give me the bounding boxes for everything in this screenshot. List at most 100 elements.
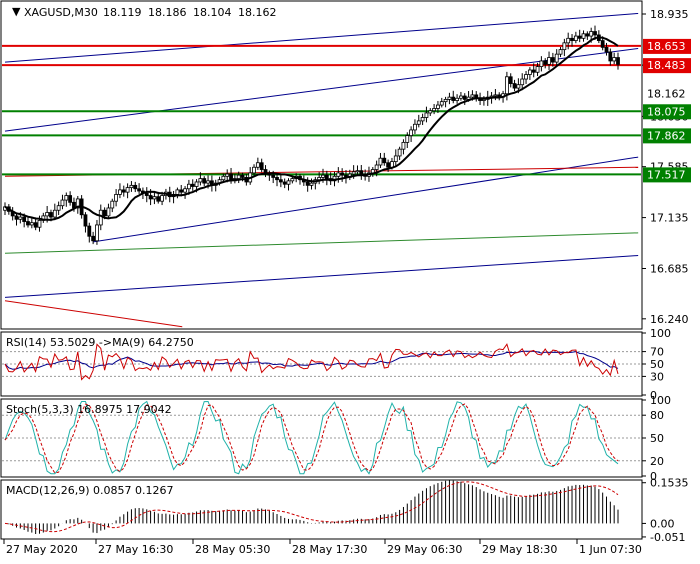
rsi-layer: [2, 343, 641, 381]
candle-body-4: [18, 216, 23, 220]
level-label-0: 18.653: [647, 40, 686, 53]
candle-body-154: [593, 31, 597, 36]
candle-body-138: [531, 69, 536, 73]
rsi-tick-label-0: 100: [650, 327, 671, 340]
level-label-2: 18.075: [647, 105, 686, 118]
price-layer: [2, 12, 641, 328]
candle-body-148: [570, 37, 574, 41]
candle-body-119: [459, 95, 463, 99]
candle-body-40: [156, 196, 161, 202]
price-pane[interactable]: [0, 0, 643, 330]
candle-body-27: [106, 207, 111, 217]
candle-body-144: [554, 53, 559, 63]
time-tick-label-2: 28 May 05:30: [195, 543, 270, 556]
candle-body-91: [351, 171, 356, 175]
level-label-3: 17.862: [647, 129, 686, 142]
macd-tick-label-0: 0.1535: [650, 477, 689, 490]
candle-body-29: [114, 194, 119, 202]
candle-body-75: [290, 178, 295, 182]
candle-body-13: [52, 209, 57, 218]
stoch-tick-label-1: 80: [650, 409, 664, 422]
candle-body-139: [535, 66, 540, 73]
candle-body-110: [424, 112, 429, 118]
macd-signal-line: [4, 481, 619, 533]
trendline-4: [4, 232, 639, 254]
symbol-title: XAGUSD,M30: [24, 6, 98, 19]
level-label-bg-3: [643, 128, 691, 144]
candle-body-15: [60, 199, 65, 207]
stoch-signal-line: [4, 403, 619, 474]
candle-body-143: [550, 57, 555, 63]
candle-body-62: [240, 174, 245, 178]
candle-body-118: [455, 97, 459, 101]
candle-body-39: [152, 196, 157, 200]
candle-body-131: [504, 76, 509, 95]
macd-layer: [4, 480, 619, 534]
candle-body-53: [206, 180, 210, 184]
current-price-label: 18.162: [647, 87, 686, 100]
candle-body-14: [56, 205, 61, 211]
candle-body-111: [428, 110, 433, 114]
ohlc-open: 18.119: [103, 6, 142, 19]
candle-body-51: [198, 178, 203, 183]
stoch-tick-label-4: 0: [650, 470, 657, 483]
trendline-1: [4, 12, 639, 63]
candle-body-137: [527, 69, 532, 75]
candle-body-19: [75, 198, 80, 209]
candle-body-46: [179, 189, 184, 193]
level-label-bg-2: [643, 104, 691, 120]
candle-body-26: [102, 209, 107, 217]
candle-body-66: [255, 162, 260, 168]
candle-body-23: [91, 235, 96, 242]
candle-body-74: [286, 180, 291, 185]
candle-body-98: [378, 157, 383, 166]
macd-pane[interactable]: [0, 479, 643, 540]
candle-body-125: [482, 99, 486, 101]
candle-body-88: [340, 172, 345, 176]
price-tick-label-4: 17.135: [650, 212, 689, 225]
candle-body-50: [194, 181, 199, 187]
candle-body-6: [26, 221, 30, 226]
level-label-bg-4: [643, 167, 691, 183]
candle-body-35: [137, 188, 141, 192]
candle-body-135: [520, 78, 525, 86]
candle-body-83: [321, 174, 325, 178]
candle-body-65: [252, 166, 256, 174]
candle-body-45: [175, 189, 180, 195]
ohlc-high: 18.186: [148, 6, 187, 19]
price-tick-label-5: 16.685: [650, 262, 689, 275]
candle-body-102: [393, 155, 398, 163]
candle-body-152: [585, 33, 590, 37]
candle-body-73: [282, 181, 287, 185]
candle-body-5: [22, 216, 27, 222]
macd-tick-label-2: -0.051: [650, 531, 685, 544]
candle-body-147: [566, 37, 571, 44]
candle-body-100: [386, 162, 391, 168]
candle-body-25: [98, 209, 103, 226]
candle-body-104: [401, 141, 406, 150]
candle-body-38: [148, 195, 153, 200]
level-label-1: 18.483: [647, 59, 686, 72]
trendline-2: [93, 156, 639, 243]
candle-body-30: [118, 189, 122, 195]
candle-body-68: [263, 169, 268, 174]
candle-body-61: [236, 174, 241, 179]
candle-body-33: [129, 184, 134, 189]
candle-body-112: [432, 108, 437, 112]
stoch-tick-label-2: 50: [650, 432, 664, 445]
candle-body-24: [95, 224, 99, 242]
rsi-line: [4, 343, 619, 381]
candle-body-107: [413, 123, 417, 131]
candle-body-142: [547, 57, 551, 65]
time-tick-label-3: 28 May 17:30: [292, 543, 367, 556]
axis-layer: 18.93518.48318.03017.58517.13516.68516.2…: [3, 8, 691, 556]
candle-body-160: [616, 57, 620, 65]
candle-body-106: [409, 129, 414, 136]
trendline-6: [4, 300, 183, 328]
current-price-label-bg: [643, 86, 691, 102]
rsi-tick-label-2: 50: [650, 358, 664, 371]
stoch-title: Stoch(5,3,3) 16.8975 17.9042: [6, 403, 172, 416]
candle-body-7: [29, 222, 34, 226]
candle-body-105: [405, 135, 410, 143]
